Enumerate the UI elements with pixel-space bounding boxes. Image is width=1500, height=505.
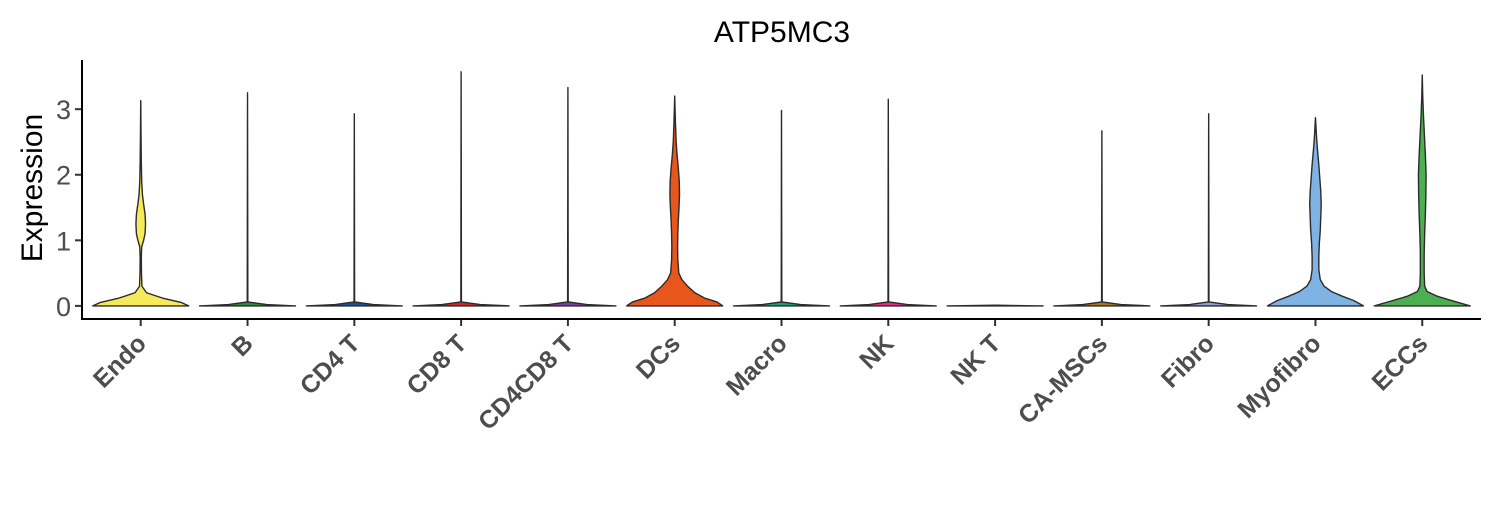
violin-cd8-t	[412, 71, 510, 307]
x-tick-label: Macro	[721, 329, 793, 401]
x-tick-label: NK	[854, 329, 899, 374]
x-tick-label: B	[226, 329, 259, 362]
violin-nk-t	[946, 304, 1044, 307]
y-tick-label: 3	[56, 95, 71, 125]
y-tick-label: 1	[56, 226, 71, 256]
x-tick-label: CA-MSCs	[1013, 329, 1113, 429]
violin-macro	[732, 109, 831, 307]
violin-cd4-t	[305, 113, 404, 307]
x-tick-label: CD4CD8 T	[473, 329, 579, 435]
violin-dcs	[626, 95, 724, 307]
violin-b	[198, 92, 297, 307]
chart-title: ATP5MC3	[714, 16, 850, 49]
violin-cd4cd8-t	[519, 86, 617, 307]
x-axis-ticks: Endo B CD4 T CD8 T CD4CD8 T DCs Macro NK NK T CA-…	[88, 319, 1434, 436]
x-tick-label: Endo	[88, 329, 152, 393]
violin-group	[92, 71, 1471, 307]
x-tick-label: CD4 T	[295, 329, 366, 400]
y-tick-label: 0	[56, 292, 71, 322]
violin-endo	[92, 99, 190, 307]
x-tick-label: ECCs	[1367, 329, 1434, 396]
violin-nk	[839, 98, 937, 307]
violin-eccs	[1373, 74, 1471, 307]
violin-myofibro	[1266, 117, 1365, 307]
violin-fibro	[1159, 113, 1258, 307]
x-tick-label: CD8 T	[401, 329, 472, 400]
y-axis-ticks: 0 1 2 3	[56, 95, 82, 322]
x-tick-label: DCs	[631, 329, 686, 384]
y-tick-label: 2	[56, 161, 71, 191]
x-tick-label: Myofibro	[1232, 329, 1326, 423]
y-axis-label: Expression	[16, 114, 49, 262]
x-tick-label: Fibro	[1156, 329, 1220, 393]
x-tick-label: NK T	[945, 329, 1006, 390]
violin-ca-mscs	[1053, 130, 1151, 307]
